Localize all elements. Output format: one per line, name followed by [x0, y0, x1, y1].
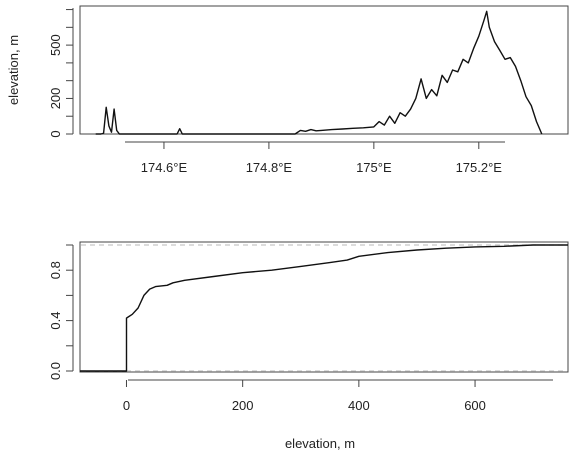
x-tick-label: 400: [348, 398, 370, 413]
y-tick-label: 200: [48, 88, 63, 110]
series-line: [95, 10, 543, 135]
y-tick-label: 500: [48, 34, 63, 56]
y-tick-label: 0.8: [48, 261, 63, 279]
x-tick-label: 200: [232, 398, 254, 413]
x-axis-label: elevation, m: [285, 436, 355, 451]
plot-frame: [79, 5, 569, 135]
x-tick-label: 600: [464, 398, 486, 413]
series-marks: [80, 244, 568, 372]
y-tick-label: 0.4: [48, 312, 63, 330]
x-tick-label: 174.8°E: [246, 160, 293, 175]
reference-lines: [81, 244, 567, 372]
x-ticks: 0 200 400 600: [123, 380, 486, 413]
y-tick-label: 0: [48, 130, 63, 137]
x-tick-label: 174.6°E: [141, 160, 188, 175]
series-line: [80, 244, 568, 372]
x-ticks: 174.6°E 174.8°E 175°E 175.2°E: [141, 142, 503, 175]
x-tick-label: 0: [123, 398, 130, 413]
panel-cumulative-distribution: 0.0 0.4 0.8 0 200 400 600 elevation, m: [48, 241, 569, 451]
panel-elevation-profile: 0 200 500 174.6°E 174.8°E 175°E 175.2°E eleva…: [6, 5, 569, 175]
y-tick-label: 0.0: [48, 362, 63, 380]
y-axis-label: elevation, m: [6, 35, 21, 105]
x-tick-label: 175.2°E: [456, 160, 503, 175]
y-ticks: 0 200 500: [48, 9, 73, 138]
x-tick-label: 175°E: [356, 160, 392, 175]
y-ticks: 0.0 0.4 0.8: [48, 244, 73, 380]
plot-frame: [79, 241, 569, 373]
series-marks: [95, 10, 543, 135]
